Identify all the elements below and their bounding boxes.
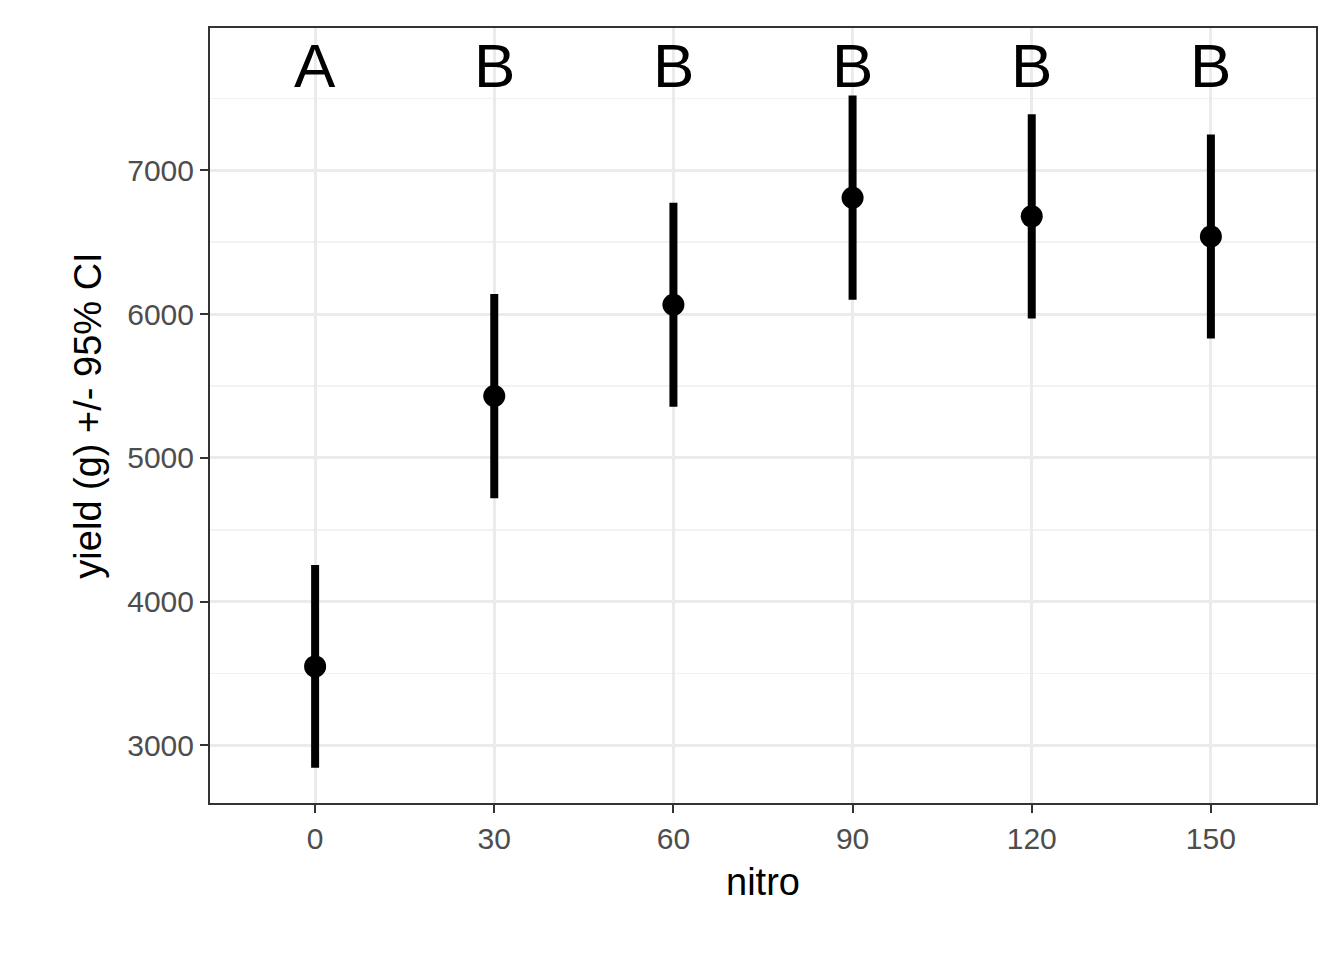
svg-text:150: 150 [1186, 822, 1236, 855]
svg-text:nitro: nitro [726, 861, 800, 903]
svg-text:B: B [474, 31, 515, 100]
svg-text:B: B [653, 31, 694, 100]
svg-text:60: 60 [657, 822, 690, 855]
svg-text:A: A [294, 31, 336, 100]
svg-text:4000: 4000 [127, 585, 194, 618]
svg-text:6000: 6000 [127, 298, 194, 331]
svg-text:120: 120 [1007, 822, 1057, 855]
svg-text:30: 30 [478, 822, 511, 855]
svg-text:3000: 3000 [127, 729, 194, 762]
svg-text:90: 90 [836, 822, 869, 855]
svg-text:B: B [1190, 31, 1231, 100]
svg-text:7000: 7000 [127, 154, 194, 187]
svg-text:0: 0 [307, 822, 324, 855]
svg-text:B: B [1011, 31, 1052, 100]
svg-text:B: B [832, 31, 873, 100]
svg-text:5000: 5000 [127, 441, 194, 474]
svg-text:yield (g) +/- 95% CI: yield (g) +/- 95% CI [67, 252, 109, 578]
